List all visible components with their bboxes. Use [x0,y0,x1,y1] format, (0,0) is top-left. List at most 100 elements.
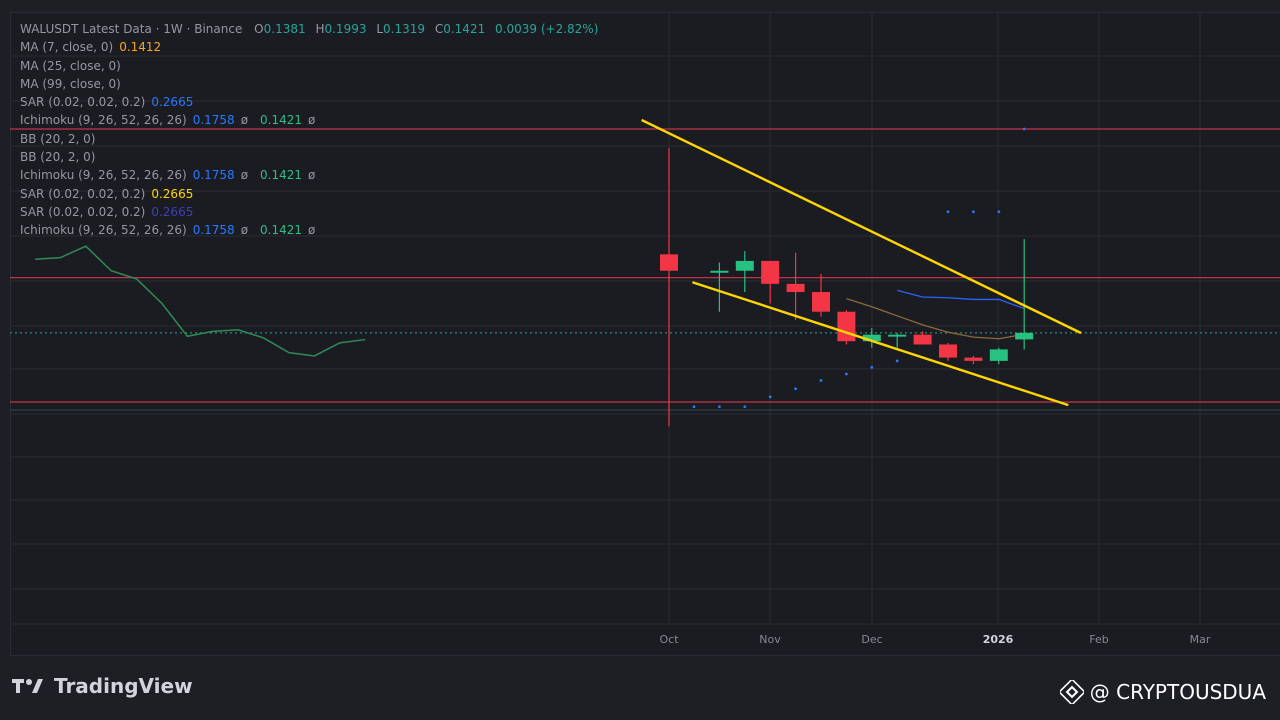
candle-body [761,260,780,284]
legend-row[interactable]: Ichimoku (9, 26, 52, 26, 26) 0.1758 ø 0.142… [20,111,598,129]
sar-dot [819,379,823,382]
candle-body [964,357,983,361]
sar-dot [743,405,747,409]
candle-body [862,334,881,342]
candle-body [913,334,932,345]
legend-row-value: 0.2665 [151,186,194,201]
legend-row-label: MA (25, close, 0) [20,58,121,73]
legend-row-value: 0.2665 [151,204,194,219]
legend-row-value: 0.1758 [192,223,235,238]
candle-body [888,334,907,337]
legend-row-separator: ø [308,113,316,128]
sar-dot [972,210,975,214]
legend-row-separator: ø [308,223,316,238]
legend-row-value: 0.1421 [260,113,303,128]
x-tick-label: 2026 [983,633,1014,646]
x-axis: Oct Nov Dec 2026 Feb Mar [659,633,1210,646]
ma7-line [846,297,1025,340]
sar-dot [1022,127,1026,131]
legend-row-value: 0.2665 [151,95,194,110]
sar-dot [794,387,797,391]
candle-body [1015,332,1034,340]
legend-row-value: 0.1421 [260,223,303,238]
legend-change: 0.0039 (+2.82%) [495,22,599,36]
watermark: @ CRYPTOUSDUA [1059,680,1266,704]
legend-row-label: SAR (0.02, 0.02, 0.2) [20,95,146,110]
legend-open: 0.1381 [263,22,306,36]
legend-row-label: Ichimoku (9, 26, 52, 26, 26) [20,113,187,128]
legend-row[interactable]: SAR (0.02, 0.02, 0.2) 0.2665 [20,203,598,221]
lagging-span-line [34,245,366,357]
legend-row-separator: ø [308,168,316,183]
candle-body [989,349,1008,361]
indicator-legend: WALUSDT Latest Data · 1W · Binance O0.13… [20,20,598,240]
legend-high-label: H [315,22,325,36]
legend-row[interactable]: MA (7, close, 0) 0.1412 [20,38,598,56]
candle-body [660,254,678,271]
tradingview-logo-text: TradingView [54,674,193,698]
legend-row[interactable]: BB (20, 2, 0) [20,130,598,148]
candle-body [812,292,830,312]
legend-row-label: SAR (0.02, 0.02, 0.2) [20,204,146,219]
legend-low-label: L [376,22,383,36]
x-tick-label: Feb [1089,633,1108,646]
sar-dot [997,210,1001,214]
x-tick-label: Oct [659,633,679,646]
legend-row-label: SAR (0.02, 0.02, 0.2) [20,186,146,201]
sar-dot [946,210,950,214]
trend-lines[interactable] [641,118,1082,407]
candle-body [939,344,957,358]
channel-trend-line [641,118,1082,335]
legend-row-label: BB (20, 2, 0) [20,150,96,165]
watermark-text: @ CRYPTOUSDUA [1089,680,1266,704]
legend-row[interactable]: MA (25, close, 0) [20,57,598,75]
sar-dot [845,372,848,376]
legend-row-separator: ø [240,168,249,183]
legend-row-label: Ichimoku (9, 26, 52, 26, 26) [20,223,187,238]
legend-row-label: MA (7, close, 0) [20,40,114,55]
legend-close-label: C [434,22,444,36]
legend-row-label: Ichimoku (9, 26, 52, 26, 26) [20,168,187,183]
legend-row[interactable]: SAR (0.02, 0.02, 0.2) 0.2665 [20,93,598,111]
candle-body [786,283,805,293]
sar-dot [718,405,721,409]
legend-row[interactable]: MA (99, close, 0) [20,75,598,93]
ichimoku-base-line [897,289,1025,310]
legend-row[interactable]: BB (20, 2, 0) [20,148,598,166]
binance-diamond-icon [1059,680,1084,704]
x-tick-label: Nov [759,633,781,646]
sar-dot [870,366,874,369]
legend-row-label: MA (99, close, 0) [20,76,121,91]
sar-dot [768,395,772,399]
candle-body [735,260,754,271]
legend-close: 0.1421 [443,22,486,36]
legend-row-separator: ø [240,113,249,128]
horizontal-levels [10,128,1280,411]
indicator-lines [846,289,1025,340]
chart-frame [10,12,1280,656]
legend-row-separator: ø [240,223,249,238]
candle-body [710,270,729,273]
legend-row-label: BB (20, 2, 0) [20,131,96,146]
sar-dot [692,405,696,409]
sar-dot [895,359,899,363]
candle-body [837,311,856,342]
tradingview-logo: TradingView [12,674,193,698]
legend-row-value: 0.1412 [119,40,162,55]
legend-symbol: WALUSDT Latest Data · 1W · Binance [20,22,243,36]
legend-row-value: 0.1421 [260,168,303,183]
lagging-span [34,245,366,357]
legend-row[interactable]: Ichimoku (9, 26, 52, 26, 26) 0.1758 ø 0.142… [20,221,598,239]
channel-trend-line [692,281,1069,407]
legend-row[interactable]: Ichimoku (9, 26, 52, 26, 26) 0.1758 ø 0.142… [20,166,598,184]
x-tick-label: Mar [1190,633,1211,646]
legend-row-value: 0.1758 [192,113,235,128]
legend-open-label: O [254,22,264,36]
legend-header: WALUSDT Latest Data · 1W · Binance O0.13… [20,20,598,38]
legend-high: 0.1993 [324,22,367,36]
sar-dots [692,127,1026,409]
legend-row[interactable]: SAR (0.02, 0.02, 0.2) 0.2665 [20,185,598,203]
legend-low: 0.1319 [383,22,425,36]
tradingview-logo-icon [12,679,43,693]
